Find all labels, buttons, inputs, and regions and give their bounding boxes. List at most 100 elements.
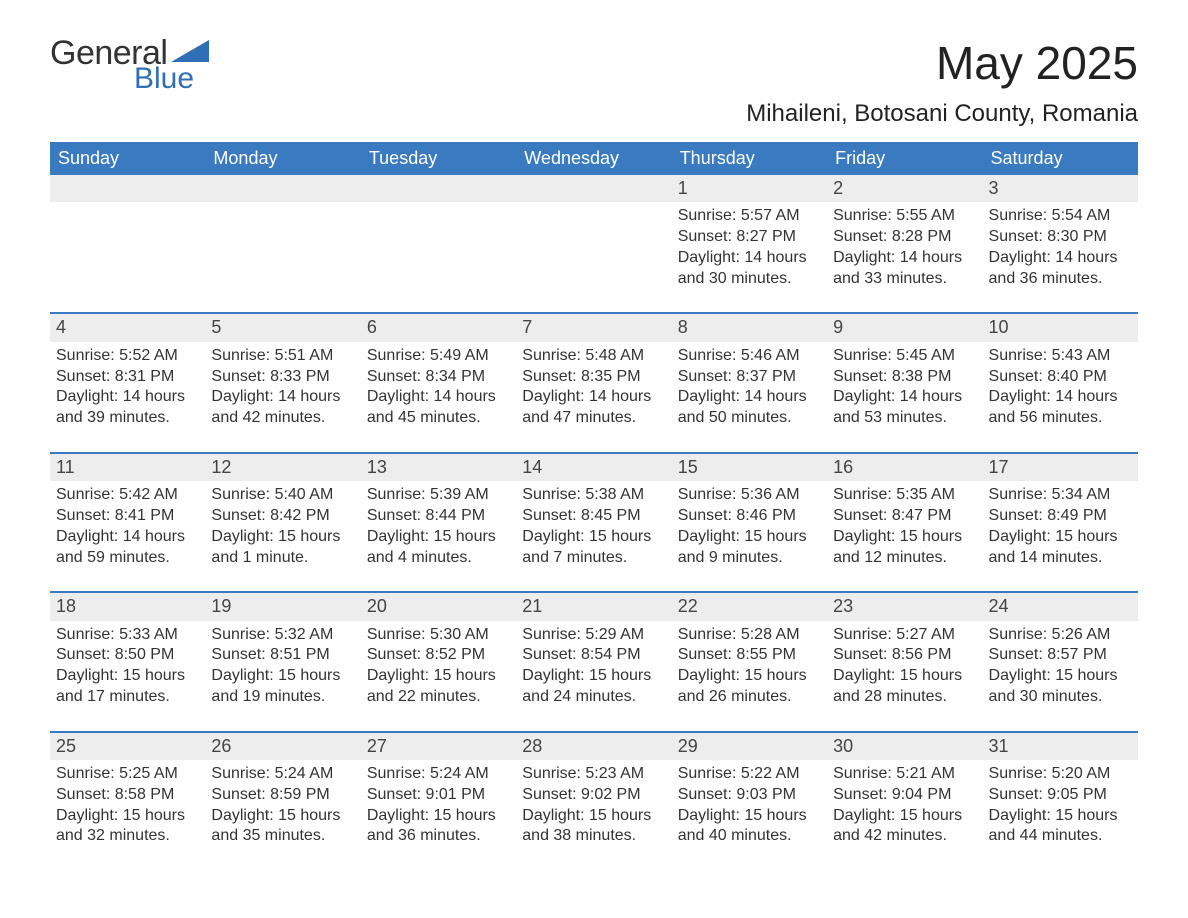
day-detail-line: Daylight: 14 hours and 56 minutes. xyxy=(989,387,1132,429)
day-detail-line: Daylight: 14 hours and 30 minutes. xyxy=(678,248,821,290)
calendar-cell: 15Sunrise: 5:36 AMSunset: 8:46 PMDayligh… xyxy=(672,452,827,591)
day-detail-line: Daylight: 14 hours and 50 minutes. xyxy=(678,387,821,429)
day-detail-line: Sunrise: 5:26 AM xyxy=(989,625,1132,646)
day-detail-line: Daylight: 15 hours and 17 minutes. xyxy=(56,666,199,708)
calendar-cell: 6Sunrise: 5:49 AMSunset: 8:34 PMDaylight… xyxy=(361,312,516,451)
day-detail-line: Daylight: 15 hours and 9 minutes. xyxy=(678,527,821,569)
day-details: Sunrise: 5:32 AMSunset: 8:51 PMDaylight:… xyxy=(205,621,360,731)
day-number: 12 xyxy=(205,452,360,481)
day-detail-line: Daylight: 15 hours and 38 minutes. xyxy=(522,806,665,848)
day-detail-line: Daylight: 15 hours and 30 minutes. xyxy=(989,666,1132,708)
day-detail-line: Sunset: 8:52 PM xyxy=(367,645,510,666)
day-detail-line: Sunset: 8:35 PM xyxy=(522,367,665,388)
day-number: 17 xyxy=(983,452,1138,481)
calendar-cell: 8Sunrise: 5:46 AMSunset: 8:37 PMDaylight… xyxy=(672,312,827,451)
day-number: 18 xyxy=(50,591,205,620)
day-detail-line: Daylight: 14 hours and 39 minutes. xyxy=(56,387,199,429)
day-number: 16 xyxy=(827,452,982,481)
weekday-header: Tuesday xyxy=(361,142,516,175)
day-detail-line: Sunrise: 5:27 AM xyxy=(833,625,976,646)
day-detail-line: Sunrise: 5:34 AM xyxy=(989,485,1132,506)
weekday-header: Saturday xyxy=(983,142,1138,175)
day-detail-line: Daylight: 15 hours and 7 minutes. xyxy=(522,527,665,569)
day-number: 11 xyxy=(50,452,205,481)
day-number xyxy=(205,175,360,202)
day-detail-line: Daylight: 14 hours and 53 minutes. xyxy=(833,387,976,429)
day-details: Sunrise: 5:54 AMSunset: 8:30 PMDaylight:… xyxy=(983,202,1138,312)
day-details: Sunrise: 5:42 AMSunset: 8:41 PMDaylight:… xyxy=(50,481,205,591)
calendar-cell xyxy=(205,175,360,312)
day-detail-line: Sunset: 9:03 PM xyxy=(678,785,821,806)
day-detail-line: Sunset: 8:38 PM xyxy=(833,367,976,388)
location-title: Mihaileni, Botosani County, Romania xyxy=(746,100,1138,128)
logo-word2: Blue xyxy=(134,64,211,94)
day-detail-line: Sunset: 8:30 PM xyxy=(989,227,1132,248)
day-detail-line: Sunrise: 5:52 AM xyxy=(56,346,199,367)
day-detail-line: Sunrise: 5:38 AM xyxy=(522,485,665,506)
day-detail-line: Daylight: 15 hours and 36 minutes. xyxy=(367,806,510,848)
calendar-cell: 27Sunrise: 5:24 AMSunset: 9:01 PMDayligh… xyxy=(361,731,516,870)
calendar-cell: 23Sunrise: 5:27 AMSunset: 8:56 PMDayligh… xyxy=(827,591,982,730)
day-details: Sunrise: 5:36 AMSunset: 8:46 PMDaylight:… xyxy=(672,481,827,591)
day-details: Sunrise: 5:38 AMSunset: 8:45 PMDaylight:… xyxy=(516,481,671,591)
day-detail-line: Sunset: 8:58 PM xyxy=(56,785,199,806)
weekday-header-row: Sunday Monday Tuesday Wednesday Thursday… xyxy=(50,142,1138,175)
calendar-cell: 13Sunrise: 5:39 AMSunset: 8:44 PMDayligh… xyxy=(361,452,516,591)
day-details: Sunrise: 5:27 AMSunset: 8:56 PMDaylight:… xyxy=(827,621,982,731)
day-number: 29 xyxy=(672,731,827,760)
day-detail-line: Sunset: 8:40 PM xyxy=(989,367,1132,388)
day-number: 22 xyxy=(672,591,827,620)
day-number xyxy=(361,175,516,202)
day-detail-line: Daylight: 15 hours and 42 minutes. xyxy=(833,806,976,848)
calendar-cell: 26Sunrise: 5:24 AMSunset: 8:59 PMDayligh… xyxy=(205,731,360,870)
day-detail-line: Daylight: 15 hours and 32 minutes. xyxy=(56,806,199,848)
day-detail-line: Sunset: 8:51 PM xyxy=(211,645,354,666)
day-detail-line: Sunrise: 5:39 AM xyxy=(367,485,510,506)
day-detail-line: Daylight: 15 hours and 35 minutes. xyxy=(211,806,354,848)
day-number: 10 xyxy=(983,312,1138,341)
day-number: 8 xyxy=(672,312,827,341)
day-detail-line: Sunset: 9:05 PM xyxy=(989,785,1132,806)
day-detail-line: Sunrise: 5:22 AM xyxy=(678,764,821,785)
day-detail-line: Sunset: 8:57 PM xyxy=(989,645,1132,666)
day-details: Sunrise: 5:45 AMSunset: 8:38 PMDaylight:… xyxy=(827,342,982,452)
day-detail-line: Sunrise: 5:43 AM xyxy=(989,346,1132,367)
calendar-body: 1Sunrise: 5:57 AMSunset: 8:27 PMDaylight… xyxy=(50,175,1138,870)
day-detail-line: Sunset: 9:04 PM xyxy=(833,785,976,806)
day-detail-line: Daylight: 14 hours and 59 minutes. xyxy=(56,527,199,569)
day-detail-line: Daylight: 15 hours and 26 minutes. xyxy=(678,666,821,708)
calendar-cell: 5Sunrise: 5:51 AMSunset: 8:33 PMDaylight… xyxy=(205,312,360,451)
month-title: May 2025 xyxy=(746,36,1138,90)
calendar-cell: 11Sunrise: 5:42 AMSunset: 8:41 PMDayligh… xyxy=(50,452,205,591)
day-details: Sunrise: 5:21 AMSunset: 9:04 PMDaylight:… xyxy=(827,760,982,870)
title-block: May 2025 Mihaileni, Botosani County, Rom… xyxy=(746,36,1138,128)
day-detail-line: Sunrise: 5:51 AM xyxy=(211,346,354,367)
day-number: 2 xyxy=(827,175,982,202)
calendar-cell: 17Sunrise: 5:34 AMSunset: 8:49 PMDayligh… xyxy=(983,452,1138,591)
day-details: Sunrise: 5:55 AMSunset: 8:28 PMDaylight:… xyxy=(827,202,982,312)
day-detail-line: Daylight: 15 hours and 44 minutes. xyxy=(989,806,1132,848)
day-number: 21 xyxy=(516,591,671,620)
day-details xyxy=(516,202,671,312)
day-detail-line: Sunset: 8:46 PM xyxy=(678,506,821,527)
day-detail-line: Sunset: 8:54 PM xyxy=(522,645,665,666)
day-number: 14 xyxy=(516,452,671,481)
day-number: 13 xyxy=(361,452,516,481)
day-details: Sunrise: 5:43 AMSunset: 8:40 PMDaylight:… xyxy=(983,342,1138,452)
calendar-cell: 19Sunrise: 5:32 AMSunset: 8:51 PMDayligh… xyxy=(205,591,360,730)
calendar-cell: 4Sunrise: 5:52 AMSunset: 8:31 PMDaylight… xyxy=(50,312,205,451)
calendar-cell: 14Sunrise: 5:38 AMSunset: 8:45 PMDayligh… xyxy=(516,452,671,591)
day-number: 3 xyxy=(983,175,1138,202)
day-details: Sunrise: 5:22 AMSunset: 9:03 PMDaylight:… xyxy=(672,760,827,870)
day-details: Sunrise: 5:28 AMSunset: 8:55 PMDaylight:… xyxy=(672,621,827,731)
calendar-week-row: 18Sunrise: 5:33 AMSunset: 8:50 PMDayligh… xyxy=(50,591,1138,730)
day-details: Sunrise: 5:52 AMSunset: 8:31 PMDaylight:… xyxy=(50,342,205,452)
calendar-cell: 25Sunrise: 5:25 AMSunset: 8:58 PMDayligh… xyxy=(50,731,205,870)
day-detail-line: Daylight: 15 hours and 4 minutes. xyxy=(367,527,510,569)
day-details: Sunrise: 5:24 AMSunset: 8:59 PMDaylight:… xyxy=(205,760,360,870)
day-detail-line: Sunset: 8:27 PM xyxy=(678,227,821,248)
day-number: 6 xyxy=(361,312,516,341)
day-detail-line: Sunset: 8:56 PM xyxy=(833,645,976,666)
day-detail-line: Sunrise: 5:29 AM xyxy=(522,625,665,646)
day-detail-line: Sunrise: 5:40 AM xyxy=(211,485,354,506)
